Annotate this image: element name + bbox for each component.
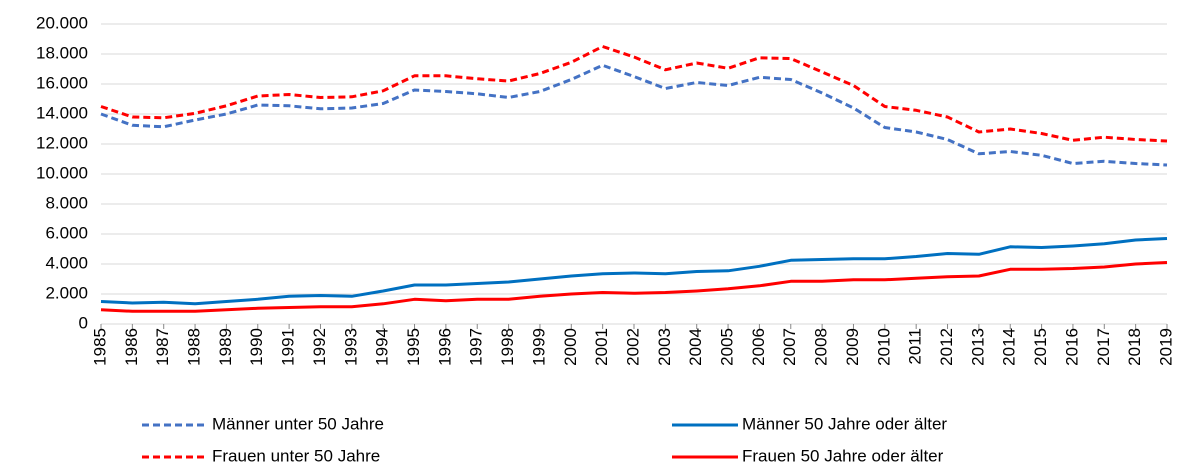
x-tick-label: 2019 — [1156, 328, 1175, 366]
x-tick-label: 2004 — [686, 328, 705, 366]
x-tick-label: 2008 — [812, 328, 831, 366]
line-series — [100, 237, 1168, 306]
x-tick-label: 1999 — [529, 328, 548, 366]
x-tick-label: 1988 — [185, 328, 204, 366]
x-tick-label: 2013 — [968, 328, 987, 366]
x-tick-label: 2001 — [592, 328, 611, 366]
x-tick-label: 2014 — [1000, 328, 1019, 366]
legend-label: Frauen unter 50 Jahre — [212, 446, 380, 465]
x-tick-label: 2010 — [874, 328, 893, 366]
y-tick-label: 6.000 — [45, 223, 88, 242]
x-tick-label: 1997 — [467, 328, 486, 366]
line-series — [100, 45, 1168, 143]
x-tick-label: 1991 — [279, 328, 298, 366]
y-tick-label: 10.000 — [36, 163, 88, 182]
x-tick-label: 2016 — [1062, 328, 1081, 366]
x-tick-label: 1994 — [373, 328, 392, 366]
x-tick-label: 2002 — [623, 328, 642, 366]
x-tick-label: 2011 — [906, 328, 925, 365]
x-tick-label: 2017 — [1094, 328, 1113, 366]
x-tick-label: 1985 — [90, 328, 109, 366]
y-tick-label: 14.000 — [36, 103, 88, 122]
x-tick-label: 2012 — [937, 328, 956, 366]
x-tick-label: 2009 — [843, 328, 862, 366]
x-tick-label: 1989 — [216, 328, 235, 366]
x-tick-label: 1993 — [341, 328, 360, 366]
y-tick-label: 2.000 — [45, 283, 88, 302]
x-tick-label: 2005 — [718, 328, 737, 366]
y-tick-label: 18.000 — [36, 43, 88, 62]
y-tick-label: 20.000 — [36, 13, 88, 32]
y-tick-label: 12.000 — [36, 133, 88, 152]
x-tick-label: 1992 — [310, 328, 329, 366]
y-tick-label: 0 — [79, 313, 88, 332]
x-tick-label: 2007 — [780, 328, 799, 366]
x-tick-label: 1990 — [247, 328, 266, 366]
x-tick-label: 1986 — [122, 328, 141, 366]
x-tick-label: 1998 — [498, 328, 517, 366]
y-tick-label: 8.000 — [45, 193, 88, 212]
legend-label: Frauen 50 Jahre oder älter — [742, 446, 944, 465]
x-tick-label: 1996 — [435, 328, 454, 366]
x-tick-label: 2003 — [655, 328, 674, 366]
y-tick-label: 4.000 — [45, 253, 88, 272]
x-tick-label: 2018 — [1125, 328, 1144, 366]
legend-label: Männer unter 50 Jahre — [212, 414, 384, 433]
y-tick-label: 16.000 — [36, 73, 88, 92]
line-series — [100, 63, 1168, 167]
legend-label: Männer 50 Jahre oder älter — [742, 414, 947, 433]
line-series — [100, 261, 1168, 313]
x-tick-label: 2000 — [561, 328, 580, 366]
x-tick-label: 2015 — [1031, 328, 1050, 366]
x-tick-label: 1995 — [404, 328, 423, 366]
x-tick-label: 1987 — [153, 328, 172, 366]
x-tick-label: 2006 — [749, 328, 768, 366]
